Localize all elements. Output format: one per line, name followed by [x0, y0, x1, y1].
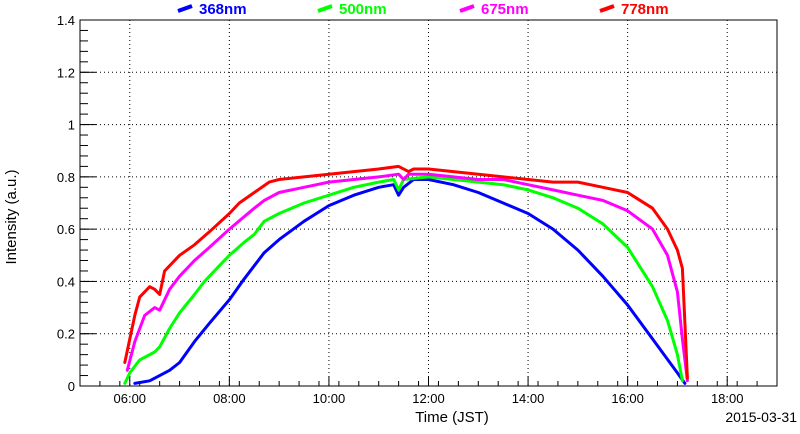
x-tick-label: 12:00 — [412, 391, 445, 406]
y-tick-label: 0 — [68, 379, 75, 394]
legend: 368nm 500nm 675nm 778nm — [177, 1, 669, 18]
series-line-675nm — [125, 172, 689, 383]
legend-swatch — [459, 4, 475, 13]
x-tick-label: 14:00 — [512, 391, 545, 406]
y-tick-label: 1.4 — [57, 13, 75, 28]
date-label: 2015-03-31 — [725, 409, 797, 425]
y-tick-label: 0.8 — [57, 170, 75, 185]
x-tick-label: 06:00 — [114, 391, 147, 406]
x-tick-label: 10:00 — [313, 391, 346, 406]
legend-swatch — [317, 4, 333, 13]
legend-swatch — [177, 4, 193, 13]
y-tick-label: 1.2 — [57, 65, 75, 80]
series-line-500nm — [123, 175, 684, 385]
y-tick-label: 0.2 — [57, 327, 75, 342]
y-axis-title: Intensity (a.u.) — [3, 169, 20, 264]
y-tick-label: 0.6 — [57, 222, 75, 237]
series-line-368nm — [133, 178, 687, 385]
x-tick-label: 16:00 — [611, 391, 644, 406]
legend-label: 675nm — [481, 1, 529, 18]
y-tick-label: 1 — [68, 118, 75, 133]
axis-ticks — [79, 19, 778, 387]
series-line-778nm — [123, 164, 689, 380]
x-tick-label: 18:00 — [711, 391, 744, 406]
y-tick-label: 0.4 — [57, 274, 75, 289]
x-tick-label: 08:00 — [213, 391, 246, 406]
x-axis-title: Time (JST) — [415, 409, 489, 426]
axis-tick-labels: 06:00 08:00 10:00 12:00 14:00 16:00 18:00 0 0.2 0… — [57, 13, 744, 406]
legend-label: 778nm — [621, 1, 669, 18]
plot-frame — [79, 19, 778, 387]
series-layer — [123, 164, 689, 385]
grid-lines — [80, 20, 777, 386]
legend-label: 500nm — [339, 1, 387, 18]
legend-label: 368nm — [199, 1, 247, 18]
legend-swatch — [599, 4, 615, 13]
